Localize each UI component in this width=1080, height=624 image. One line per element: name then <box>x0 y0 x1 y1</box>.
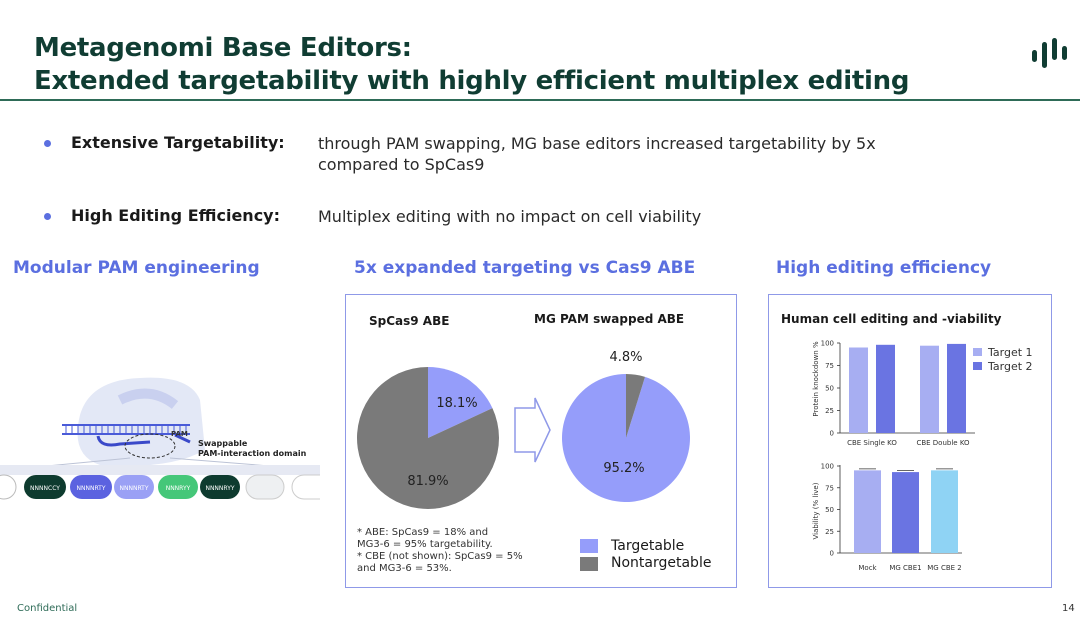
title-line-2: Extended targetability with highly effic… <box>34 66 910 96</box>
knockdown-category: CBE Double KO <box>916 439 970 447</box>
pie-mg <box>562 374 690 502</box>
confidential-label: Confidential <box>17 603 78 614</box>
efficiency-charts: Protein knockdown % 0 25 50 75 100 CBE Singl… <box>812 340 1033 573</box>
pam-pill-label: NNNNCCY <box>30 485 60 492</box>
knockdown-ytick: 25 <box>825 407 834 415</box>
protein-lobe <box>117 388 179 410</box>
viability-ylabel: Viability (% live) <box>812 482 820 539</box>
dna-strand <box>96 435 151 447</box>
knockdown-ytick: 75 <box>825 362 834 370</box>
pam-engineering-diagram: PAM Swappable PAM-interaction domain NNN… <box>0 377 320 500</box>
viability-ytick: 25 <box>825 528 834 536</box>
knockdown-bar <box>920 345 939 433</box>
knockdown-category: CBE Single KO <box>847 439 897 447</box>
viability-ytick: 50 <box>825 506 834 514</box>
viability-ytick: 75 <box>825 484 834 492</box>
legend-swatch-targetable <box>580 539 598 553</box>
knockdown-bar <box>947 343 966 433</box>
legend-swatch-nontargetable <box>580 557 598 571</box>
pam-pill <box>114 475 154 499</box>
knockdown-ylabel: Protein knockdown % <box>812 341 820 417</box>
domain-label: PAM-interaction domain <box>198 449 307 458</box>
knockdown-ytick: 100 <box>821 340 834 348</box>
pie-slice-nontargetable <box>357 367 499 509</box>
viability-bar <box>892 472 919 553</box>
footnote-line: * ABE: SpCas9 = 18% and <box>357 527 489 538</box>
pam-pill <box>70 475 112 499</box>
legend-swatch-target2 <box>973 362 982 370</box>
bullet-text-efficiency: Multiplex editing with no impact on cell… <box>318 207 702 226</box>
viability-chart: Viability (% live) 0 25 50 75 100 Mock MG CB… <box>812 463 962 572</box>
bullet-label-targetability: Extensive Targetability: <box>71 133 285 152</box>
pam-variant-pills: NNNNCCY NNNNRTY NNNNRTY NNNRYY NNNNRYY <box>0 474 320 500</box>
page-title: Metagenomi Base Editors: Extended target… <box>34 32 909 98</box>
pie-slice-nontargetable <box>626 374 646 438</box>
dna-strand <box>174 433 191 444</box>
pie-charts: 18.1% 81.9% 4.8% 95.2% <box>357 350 690 509</box>
dna-ladder <box>62 424 190 435</box>
pie-spcas9 <box>357 367 499 509</box>
bars-logo-icon <box>1032 38 1067 68</box>
heading-modular-pam: Modular PAM engineering <box>13 258 260 278</box>
knockdown-bar <box>876 344 895 433</box>
heading-expanded-targeting: 5x expanded targeting vs Cas9 ABE <box>354 258 696 278</box>
spcas9-pie-title: SpCas9 ABE <box>369 314 450 328</box>
fan-band <box>0 465 320 475</box>
bullet-dot <box>44 213 51 220</box>
pie-slice-targetable <box>562 374 690 502</box>
viability-ytick: 0 <box>830 550 834 558</box>
header-divider <box>0 99 1080 101</box>
pam-pill <box>158 475 198 499</box>
viability-bar <box>854 470 881 553</box>
legend-target1: Target 1 <box>987 346 1033 359</box>
heading-editing-efficiency: High editing efficiency <box>776 258 992 278</box>
swappable-label: Swappable <box>198 439 248 448</box>
pam-pill-label: NNNNRTY <box>119 485 148 492</box>
viability-category: MG CBE1 <box>889 564 921 572</box>
mg-pie-title: MG PAM swapped ABE <box>534 312 685 326</box>
viability-category: Mock <box>858 564 877 572</box>
pam-pill-label: NNNNRYY <box>205 485 234 492</box>
legend-targetable: Targetable <box>611 538 685 554</box>
pie-label-targetable: 18.1% <box>436 396 477 411</box>
knockdown-ytick: 0 <box>830 430 834 438</box>
footnote-line: * CBE (not shown): SpCas9 = 5% <box>357 551 523 562</box>
legend-target2: Target 2 <box>987 360 1033 373</box>
bullet-dot <box>44 140 51 147</box>
viability-ytick: 100 <box>821 463 834 471</box>
human-cell-title: Human cell editing and -viability <box>781 312 1002 326</box>
pam-pill <box>24 475 66 499</box>
pam-pill-label: NNNNRTY <box>76 485 105 492</box>
pie-label-nontargetable: 4.8% <box>609 350 642 365</box>
legend-nontargetable: Nontargetable <box>611 555 712 571</box>
pam-pill <box>200 475 240 499</box>
pam-label: PAM <box>171 430 188 438</box>
footnote-line: and MG3-6 = 53%. <box>357 563 452 574</box>
targetability-footnote: * ABE: SpCas9 = 18% and MG3-6 = 95% targ… <box>357 527 523 575</box>
viability-bar <box>931 470 958 553</box>
pam-pill-label: NNNRYY <box>166 485 191 492</box>
bullet-label-efficiency: High Editing Efficiency: <box>71 206 280 225</box>
footnote-line: MG3-6 = 95% targetability. <box>357 539 493 550</box>
pam-pill <box>245 474 285 500</box>
pam-domain-outline <box>124 433 176 459</box>
knockdown-ytick: 50 <box>825 385 834 393</box>
arrow-icon <box>514 397 551 463</box>
legend-swatch-target1 <box>973 348 982 356</box>
pie-label-nontargetable: 81.9% <box>407 474 448 489</box>
pie-label-targetable: 95.2% <box>603 461 644 476</box>
pam-pill <box>291 474 320 500</box>
pie-slice-targetable <box>428 367 493 438</box>
knockdown-bar <box>849 347 868 433</box>
knockdown-chart: Protein knockdown % 0 25 50 75 100 CBE Singl… <box>812 340 1033 448</box>
page-number: 14 <box>1062 603 1075 614</box>
title-line-1: Metagenomi Base Editors: <box>34 33 412 63</box>
viability-category: MG CBE 2 <box>927 564 961 572</box>
bullet-text-targetability: through PAM swapping, MG base editors in… <box>318 134 876 174</box>
